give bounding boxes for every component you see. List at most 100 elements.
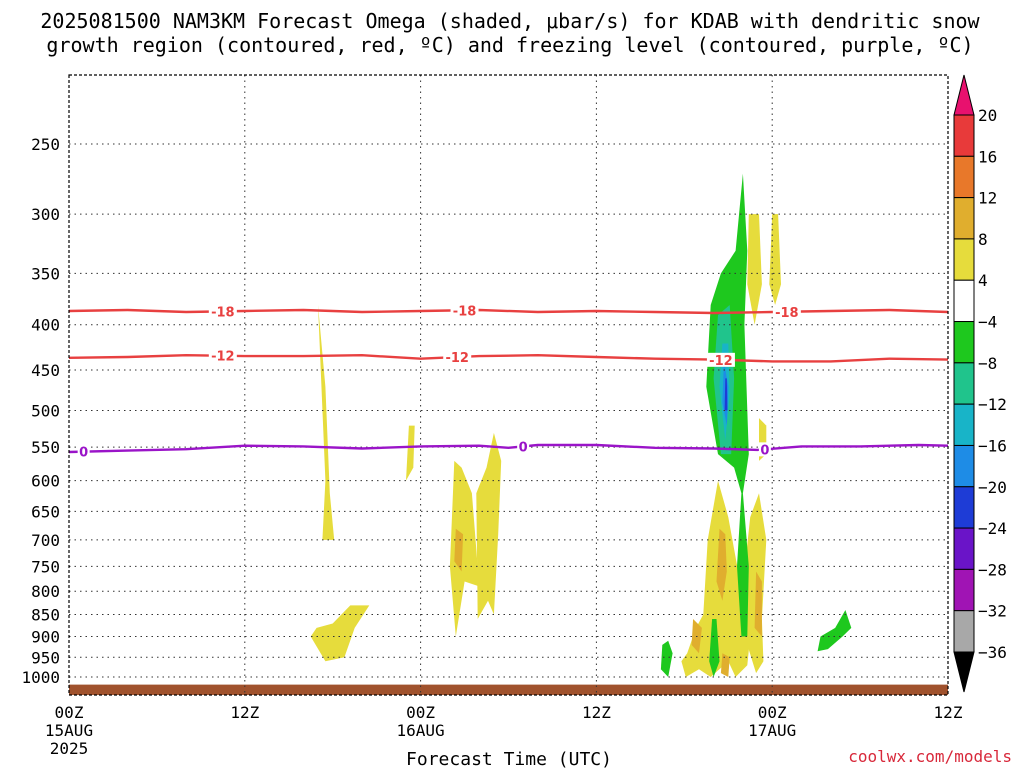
colorbar-segment-7 [953,403,975,446]
contour-label-0: 0 [519,440,528,455]
grid-lines [69,75,948,695]
colorbar-segment-8 [953,444,975,488]
x-tick-year: 2025 [50,739,89,758]
omega-region-14 [720,653,730,677]
colorbar-label: −24 [978,519,1007,538]
colorbar-label: −4 [978,313,997,332]
colorbar-label: −20 [978,478,1007,497]
x-tick-12: 12Z [230,703,259,722]
ground-bar [69,684,948,695]
chart-title-line2: growth region (contoured, red, ºC) and f… [46,33,973,57]
colorbar: 20 16 12 8 4 −4 −8 −12 −16 −20 −24 −28 −32 −36 [953,74,1007,693]
omega-region-1 [406,425,415,481]
y-tick-500: 500 [31,402,60,421]
y-tick-250: 250 [31,135,60,154]
contour-label--12: -12 [445,351,469,366]
colorbar-label: −8 [978,354,997,373]
colorbar-label: −16 [978,436,1007,455]
y-tick-900: 900 [31,627,60,646]
x-tick-date: 17AUG [748,721,796,740]
colorbar-segment-10 [953,527,975,570]
y-tick-750: 750 [31,557,60,576]
omega-region-0 [318,305,335,540]
colorbar-segment-4 [953,279,975,323]
colorbar-top-arrow [953,74,975,116]
colorbar-label: −36 [978,643,1007,662]
x-axis-label: Forecast Time (UTC) [406,749,612,768]
colorbar-segment-1 [953,155,975,199]
y-axis-ticks: 250 300 350 400 450 500 550 600 650 700 750 800 850 9… [21,135,60,687]
colorbar-label: 16 [978,147,997,166]
y-tick-700: 700 [31,531,60,550]
colorbar-bottom-arrow [953,651,975,693]
omega-region-18 [817,610,852,652]
contour-label--18: -18 [211,305,235,320]
contour-label--18: -18 [775,306,799,321]
colorbar-label: 20 [978,106,997,125]
omega-region-13 [754,571,762,637]
omega-region-7 [747,214,762,325]
chart-title-line1: 2025081500 NAM3KM Forecast Omega (shaded… [40,9,980,33]
x-tick-date: 15AUG [45,721,93,740]
x-tick-date: 16AUG [397,721,445,740]
contour-label-bg [208,348,237,363]
y-tick-450: 450 [31,361,60,380]
omega-region-3 [476,432,502,619]
colorbar-segment-12 [953,610,975,653]
colorbar-label: −28 [978,560,1007,579]
colorbar-label: 12 [978,189,997,208]
contour-line-0 [68,443,949,454]
omega-region-17 [709,619,720,677]
y-tick-1000: 1000 [21,668,60,687]
colorbar-segment-2 [953,197,975,240]
x-tick-36: 12Z [582,703,611,722]
y-tick-850: 850 [31,606,60,625]
x-tick-24: 00Z [406,703,435,722]
colorbar-segment-11 [953,568,975,612]
plot-frame [68,74,949,696]
y-tick-950: 950 [31,648,60,667]
y-tick-800: 800 [31,582,60,601]
contour-label-bg [706,352,735,367]
y-tick-600: 600 [31,472,60,491]
contour-line--18 [68,308,949,315]
contour-label-0: 0 [760,443,769,458]
colorbar-segment-9 [953,486,975,529]
colorbar-segment-6 [953,362,975,405]
y-tick-350: 350 [31,264,60,283]
omega-region-16 [660,640,673,677]
y-tick-400: 400 [31,316,60,335]
contour-label-bg [758,442,771,457]
colorbar-segment-3 [953,238,975,281]
colorbar-label: −12 [978,395,1007,414]
y-tick-550: 550 [31,438,60,457]
colorbar-label: −32 [978,602,1007,621]
contour-label-bg [77,444,90,459]
contour-label--18: -18 [453,304,477,319]
colorbar-label: 8 [978,230,988,249]
omega-region-12 [716,528,727,601]
contour-label-bg [208,304,237,319]
omega-region-2 [449,460,480,637]
x-tick-48: 00Z [758,703,787,722]
y-tick-650: 650 [31,502,60,521]
x-tick-60: 12Z [934,703,963,722]
colorbar-segment-0 [953,114,975,157]
omega-shading [310,173,852,677]
y-tick-300: 300 [31,205,60,224]
contour-line--12 [68,353,949,363]
omega-region-22 [724,378,728,411]
contour-label-bg [450,303,479,318]
colorbar-segment-5 [953,321,975,364]
omega-region-4 [310,605,370,662]
contour-label-bg [443,350,472,365]
contour-label--12: -12 [709,354,733,369]
colorbar-label: 4 [978,271,988,290]
contour-label-bg [772,304,801,319]
contour-lines: -18 -18 -18 -12 -12 -12 0 0 0 [68,303,949,461]
contour-label-bg [517,439,530,454]
x-tick-0: 00Z [55,703,84,722]
ground-layer [69,684,948,695]
